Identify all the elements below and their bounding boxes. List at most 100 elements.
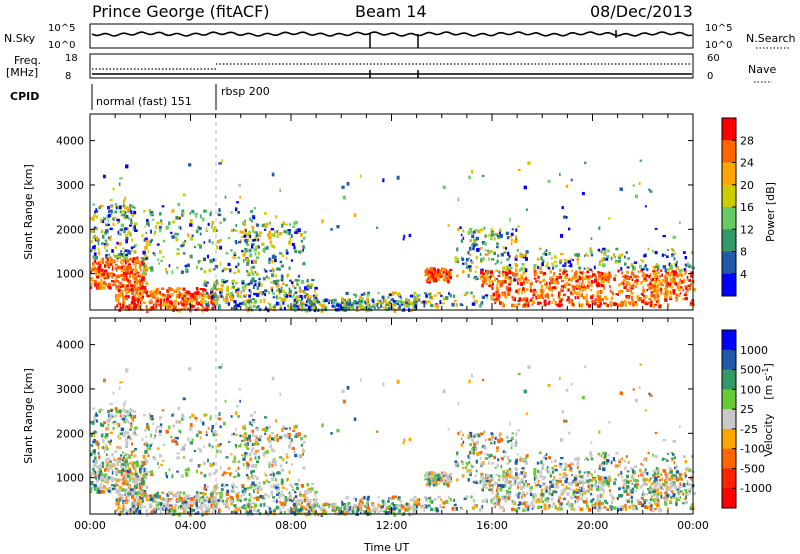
power-cell	[494, 301, 497, 305]
velocity-cell	[168, 425, 171, 430]
power-cell	[257, 283, 260, 286]
power-cell	[601, 289, 603, 294]
power-cell	[571, 270, 573, 273]
power-cell	[296, 282, 299, 286]
velocity-cell	[114, 407, 118, 411]
power-cell	[279, 231, 283, 236]
power-cell	[597, 304, 601, 308]
power-cell	[111, 280, 114, 283]
velocity-cell	[475, 481, 478, 484]
velocity-cell	[250, 464, 254, 468]
power-cell	[543, 283, 547, 286]
power-cell	[121, 306, 125, 309]
power-cell	[101, 219, 105, 224]
power-cell	[244, 285, 247, 290]
power-cell	[146, 221, 150, 226]
power-cell	[680, 269, 683, 273]
velocity-cell	[491, 462, 495, 465]
power-cell	[604, 248, 607, 251]
power-cell	[484, 279, 487, 283]
velocity-cell	[140, 497, 144, 500]
velocity-cell	[233, 504, 237, 508]
power-cell	[132, 214, 134, 218]
velocity-cell	[257, 455, 261, 460]
velocity-cell	[242, 425, 245, 429]
power-cell	[136, 303, 140, 306]
power-cell	[552, 266, 555, 270]
power-cell	[631, 270, 634, 274]
power-cell	[191, 304, 194, 309]
power-cell	[197, 260, 200, 264]
power-cell	[684, 270, 687, 274]
power-cell	[245, 299, 248, 303]
velocity-cell	[305, 492, 309, 495]
power-cell	[90, 248, 93, 253]
power-cell	[516, 282, 520, 285]
velocity-cell	[436, 482, 441, 485]
velocity-cell	[293, 509, 296, 513]
velocity-cell	[661, 477, 664, 481]
velocity-cell	[185, 505, 188, 510]
velocity-cell	[256, 427, 260, 431]
velocity-cell	[260, 487, 263, 491]
velocity-cell	[291, 499, 294, 503]
power-cell	[555, 286, 558, 290]
velocity-cell	[117, 425, 119, 429]
power-cell	[536, 294, 540, 298]
power-cell	[554, 278, 557, 282]
power-cell	[103, 174, 106, 179]
velocity-cell	[164, 498, 167, 502]
power-cell	[483, 276, 486, 280]
velocity-cell	[239, 443, 242, 446]
velocity-cell	[182, 445, 186, 449]
velocity-cell	[219, 495, 222, 499]
velocity-cell	[338, 511, 341, 516]
power-cell	[646, 288, 649, 292]
power-cell	[182, 241, 186, 245]
power-cell	[575, 280, 578, 283]
power-cell	[663, 278, 666, 283]
power-cell	[639, 264, 642, 269]
velocity-cell	[142, 505, 146, 509]
velocity-cell	[205, 413, 208, 416]
power-cell	[277, 287, 281, 292]
power-cell	[252, 229, 255, 233]
velocity-cell	[273, 459, 277, 463]
velocity-cell	[444, 479, 447, 482]
velocity-cell	[117, 492, 121, 497]
power-cell	[628, 301, 632, 305]
power-cell	[586, 267, 590, 270]
power-cell	[644, 274, 649, 278]
power-cell	[592, 294, 595, 297]
power-cell	[129, 288, 133, 292]
power-cell	[500, 260, 503, 265]
power-cell	[170, 304, 174, 308]
velocity-cell	[244, 442, 248, 447]
power-cell	[295, 298, 298, 302]
power-cell	[155, 297, 159, 300]
power-cell	[260, 283, 263, 287]
power-cell	[529, 298, 533, 302]
velocity-cell	[684, 476, 687, 479]
power-cell	[216, 301, 219, 306]
power-cell	[159, 213, 162, 216]
power-cell	[124, 274, 127, 279]
power-cell	[123, 205, 126, 209]
power-cell	[296, 298, 301, 301]
velocity-cell	[396, 511, 401, 515]
freq-label-1: Freq.	[14, 54, 41, 67]
power-cell	[447, 224, 450, 227]
power-cell	[157, 258, 159, 262]
power-cell	[253, 231, 256, 234]
power-cell	[282, 301, 285, 305]
velocity-cell	[430, 471, 434, 475]
velocity-cell	[204, 506, 207, 509]
velocity-cell	[488, 484, 491, 488]
velocity-cell	[92, 466, 95, 469]
power-cell	[168, 294, 172, 298]
velocity-cell	[232, 498, 235, 503]
power-cell	[258, 234, 262, 238]
power-cell	[295, 220, 298, 225]
velocity-cell	[105, 458, 108, 461]
power-cell	[251, 219, 253, 223]
